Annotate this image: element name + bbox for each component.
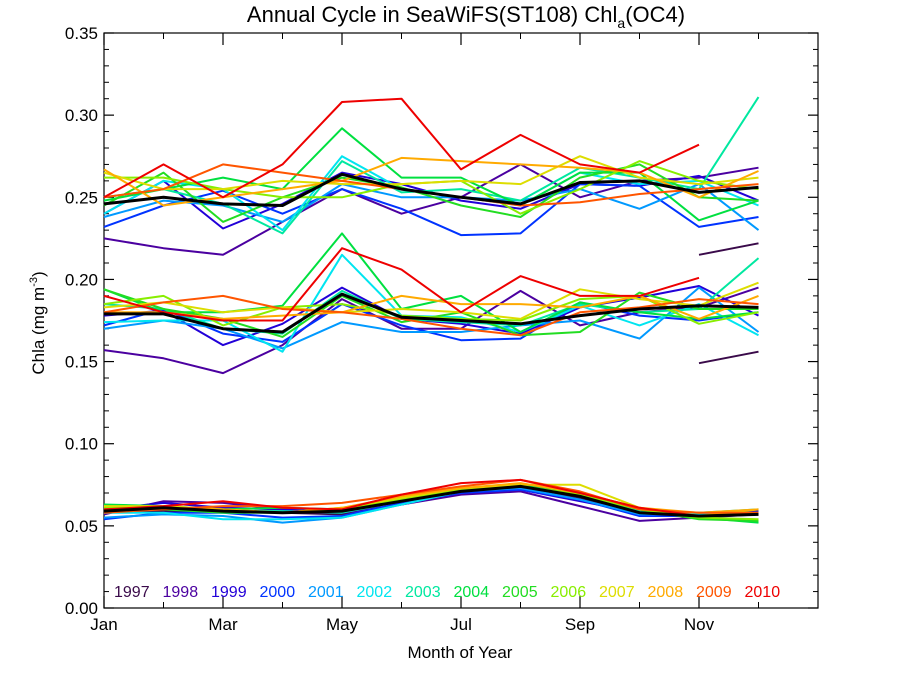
- series-line-2004-upper: [103, 127, 759, 222]
- y-tick-label: 0.00: [65, 599, 98, 618]
- x-tick-label: Sep: [565, 615, 595, 634]
- mean-line-lower: [103, 484, 759, 518]
- x-tick-label: Mar: [208, 615, 238, 634]
- legend-entry-2000: 2000: [260, 584, 296, 601]
- legend-entry-1997: 1997: [114, 584, 150, 601]
- x-tick-label: Jan: [90, 615, 117, 634]
- legend-entry-2001: 2001: [308, 584, 344, 601]
- y-tick-label: 0.20: [65, 270, 98, 289]
- legend-entry-2009: 2009: [696, 584, 732, 601]
- chart-title: Annual Cycle in SeaWiFS(ST108) Chla(OC4): [247, 2, 685, 31]
- legend-entry-2007: 2007: [599, 584, 635, 601]
- y-tick-label: 0.10: [65, 435, 98, 454]
- plot-area: 0.00 0.05 0.10 0.15 0.20 0.25 0.30 0.35 Jan Mar Ma…: [65, 24, 819, 634]
- legend-entry-2003: 2003: [405, 584, 441, 601]
- series-line-2005-upper: [103, 163, 759, 223]
- legend-entry-1998: 1998: [163, 584, 199, 601]
- y-tick-label: 0.15: [65, 353, 98, 372]
- x-tick-label: May: [326, 615, 359, 634]
- legend-entry-2005: 2005: [502, 584, 538, 601]
- series-line-2010-upper: [103, 97, 700, 199]
- series-line-1997-upper: [698, 242, 759, 256]
- legend-entry-2008: 2008: [648, 584, 684, 601]
- y-tick-label: 0.30: [65, 106, 98, 125]
- series-line-2009-middle: [103, 294, 759, 337]
- series-line-2008-middle: [104, 294, 759, 320]
- y-axis-label: Chla (mg m-3): [28, 271, 48, 374]
- series-line-1997-middle: [698, 350, 759, 365]
- legend-entry-2006: 2006: [551, 584, 587, 601]
- y-tick-label: 0.35: [65, 24, 98, 43]
- legend-entry-2010: 2010: [745, 584, 781, 601]
- legend-entry-2004: 2004: [454, 584, 490, 601]
- y-tick-label: 0.05: [65, 517, 98, 536]
- series-line-2004-middle: [103, 232, 759, 333]
- y-tick-label: 0.25: [65, 188, 98, 207]
- mean-line-middle: [104, 292, 759, 334]
- x-tick-label: Nov: [684, 615, 715, 634]
- series-line-2010-lower: [103, 478, 700, 517]
- series-line-2008-upper: [103, 156, 759, 207]
- mean-line-upper: [103, 172, 759, 207]
- x-tick-label: Jul: [450, 615, 472, 634]
- series-line-2007-upper: [103, 155, 759, 191]
- legend-entry-2002: 2002: [357, 584, 393, 601]
- series-line-2010-middle: [103, 247, 700, 322]
- x-axis-label: Month of Year: [408, 643, 513, 662]
- legend-entry-1999: 1999: [211, 584, 247, 601]
